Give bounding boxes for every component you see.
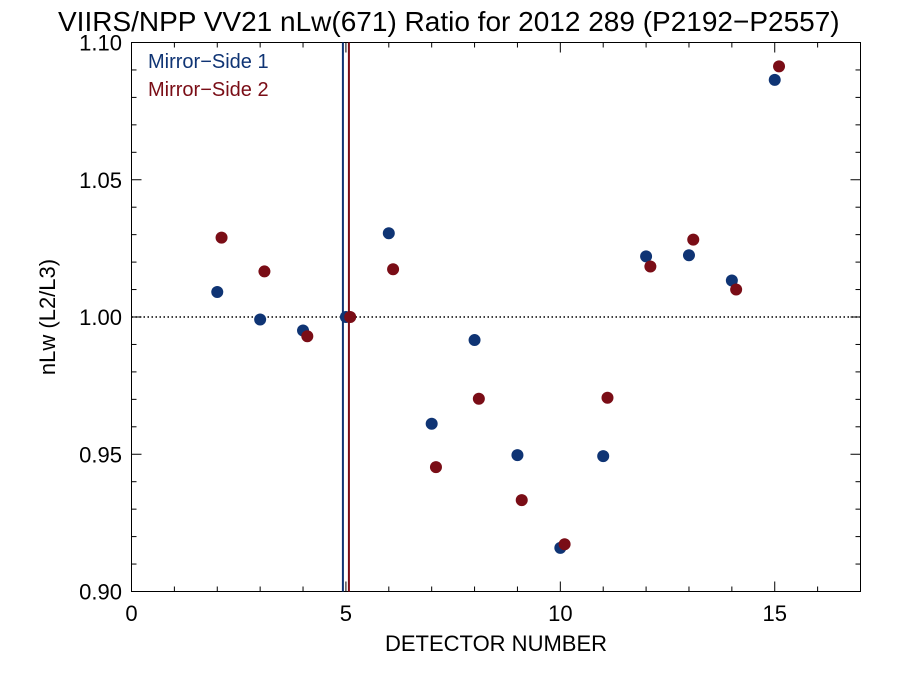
x-tick-label: 10: [548, 601, 572, 626]
data-point: [258, 265, 271, 278]
data-point: [382, 227, 395, 240]
y-tick-label: 1.05: [79, 168, 122, 193]
data-point: [640, 250, 653, 263]
data-point: [730, 283, 743, 296]
data-point: [515, 494, 528, 507]
tick-marks: [131, 42, 861, 592]
data-point: [597, 450, 610, 463]
legend-entry-mirror-side-1: Mirror−Side 1: [148, 51, 269, 73]
data-point: [601, 391, 614, 404]
data-point: [725, 274, 738, 287]
x-axis-label: DETECTOR NUMBER: [385, 631, 607, 656]
y-tick-label: 1.00: [79, 305, 122, 330]
data-point: [773, 60, 786, 73]
data-point: [558, 538, 571, 551]
data-point: [687, 233, 700, 246]
y-tick-labels: 0.90 0.95 1.00 1.05 1.10: [79, 31, 122, 605]
data-point: [254, 313, 267, 326]
y-tick-label: 0.90: [79, 580, 122, 605]
data-points: [211, 60, 786, 554]
x-tick-label: 15: [762, 601, 786, 626]
x-tick-label: 5: [340, 601, 352, 626]
data-point: [301, 330, 314, 343]
data-point: [768, 73, 781, 86]
x-tick-labels: 0 5 10 15: [125, 601, 787, 626]
y-axis-label: nLw (L2/L3): [35, 259, 60, 375]
y-tick-label: 1.10: [79, 31, 122, 56]
data-point: [344, 311, 357, 323]
data-point: [644, 260, 657, 273]
data-point: [425, 417, 438, 430]
data-point: [211, 286, 224, 299]
data-point: [468, 334, 481, 347]
data-point: [387, 263, 400, 276]
legend: Mirror−Side 1 Mirror−Side 2: [148, 51, 269, 101]
y-tick-label: 0.95: [79, 442, 122, 467]
chart-title: VIIRS/NPP VV21 nLw(671) Ratio for 2012 2…: [58, 6, 840, 37]
data-point: [472, 392, 485, 405]
data-point: [215, 231, 228, 244]
legend-entry-mirror-side-2: Mirror−Side 2: [148, 79, 269, 101]
data-point: [511, 449, 524, 462]
data-point: [682, 249, 695, 262]
data-point: [429, 461, 442, 474]
x-tick-label: 0: [125, 601, 137, 626]
